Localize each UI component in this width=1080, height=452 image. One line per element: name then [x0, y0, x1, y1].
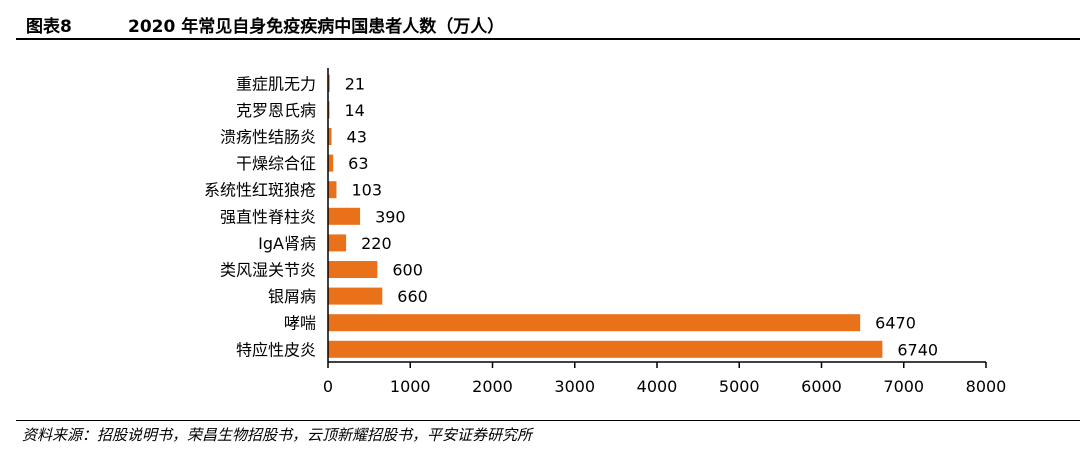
bar-11	[328, 340, 883, 358]
value-label: 21	[345, 74, 365, 93]
category-label: 类风湿关节炎	[220, 261, 316, 280]
source-divider	[16, 420, 1080, 421]
bar-5	[328, 181, 337, 199]
bar-10	[328, 314, 861, 332]
x-tick-label: 1000	[390, 377, 431, 396]
x-tick-label: 0	[323, 377, 333, 396]
value-label: 660	[397, 287, 428, 306]
x-tick-label: 8000	[966, 377, 1007, 396]
chart-title: 2020 年常见自身免疫疾病中国患者人数（万人）	[128, 17, 505, 37]
value-label: 63	[348, 154, 368, 173]
title-divider	[16, 38, 1080, 40]
bar-7	[328, 234, 347, 252]
category-label: 溃疡性结肠炎	[220, 128, 316, 147]
bar-9	[328, 287, 383, 305]
value-label: 600	[392, 261, 423, 280]
x-tick-label: 4000	[637, 377, 678, 396]
value-label: 6470	[875, 314, 916, 333]
category-label: 重症肌无力	[236, 74, 316, 93]
value-label: 6740	[897, 340, 938, 359]
bar-3	[328, 128, 332, 145]
source-note: 资料来源：招股说明书，荣昌生物招股书，云顶新耀招股书，平安证券研究所	[22, 426, 533, 444]
x-tick-label: 3000	[554, 377, 595, 396]
x-tick-label: 6000	[801, 377, 842, 396]
value-label: 390	[375, 207, 406, 226]
x-tick-label: 2000	[472, 377, 513, 396]
figure-label: 图表8	[26, 17, 72, 37]
category-label: 银屑病	[268, 287, 316, 306]
category-label: IgA肾病	[258, 234, 316, 253]
category-label: 哮喘	[284, 314, 316, 333]
category-label: 克罗恩氏病	[236, 101, 316, 120]
x-tick-label: 7000	[883, 377, 924, 396]
bar-4	[328, 154, 334, 172]
category-label: 强直性脊柱炎	[220, 207, 316, 226]
value-label: 14	[345, 101, 365, 120]
x-tick-label: 5000	[719, 377, 760, 396]
category-label: 干燥综合征	[236, 154, 316, 173]
category-label: 特应性皮炎	[236, 340, 316, 359]
bar-8	[328, 261, 378, 278]
value-label: 103	[351, 181, 382, 200]
bar-6	[328, 207, 361, 225]
value-label: 220	[361, 234, 392, 253]
category-label: 系统性红斑狼疮	[204, 181, 316, 200]
bar-1	[328, 74, 330, 92]
value-label: 43	[347, 128, 367, 147]
